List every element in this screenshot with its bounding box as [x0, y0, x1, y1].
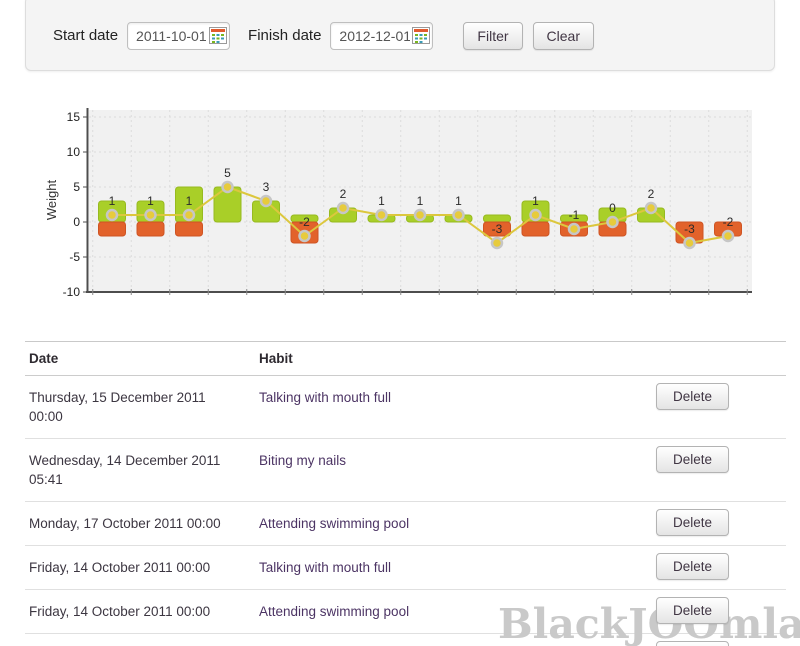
filter-button[interactable]: Filter — [463, 21, 523, 50]
habit-name: Talking with mouth full — [255, 633, 636, 646]
point-label: 1 — [109, 194, 116, 208]
point-label: 0 — [609, 201, 616, 215]
habit-name: Talking with mouth full — [255, 545, 636, 590]
line-marker — [259, 194, 273, 208]
point-label: -1 — [569, 208, 580, 222]
point-label: -2 — [299, 215, 310, 229]
y-tick-label: -5 — [69, 250, 80, 264]
habit-name: Attending swimming pool — [255, 589, 636, 634]
point-label: 5 — [224, 166, 231, 180]
point-label: 1 — [417, 194, 424, 208]
column-header-habit: Habit — [255, 341, 636, 376]
line-marker — [375, 208, 388, 222]
habit-date: Thursday, 13 October 2011 00:00 — [25, 633, 255, 646]
point-label: 1 — [147, 194, 154, 208]
weight-chart: 1 1 1 5 3 -2 2 1 1 1 -3 1 -1 0 2 -3 -2 15 10 5 0 -5 -10 Weight — [40, 104, 753, 300]
y-tick-label: 0 — [73, 215, 80, 229]
line-marker — [721, 229, 735, 243]
table-row: Friday, 14 October 2011 00:00 Talking wi… — [25, 545, 786, 590]
line-marker — [413, 208, 427, 222]
point-label: 2 — [340, 187, 347, 201]
bar-negative — [136, 221, 165, 237]
table-row: Thursday, 15 December 2011 00:00 Talking… — [25, 375, 786, 439]
y-tick-label: -10 — [63, 285, 81, 299]
start-date-field — [127, 21, 231, 50]
point-label: 1 — [532, 194, 539, 208]
y-axis-label: Weight — [44, 180, 59, 221]
line-marker — [490, 236, 504, 250]
bar-negative — [521, 221, 550, 237]
habit-date: Friday, 14 October 2011 00:00 — [25, 545, 255, 590]
finish-date-label: Finish date — [248, 27, 322, 44]
y-tick-label: 10 — [67, 145, 81, 159]
column-header-date: Date — [25, 341, 255, 376]
delete-button[interactable]: Delete — [655, 509, 729, 536]
point-label: 1 — [186, 194, 193, 208]
bar-negative — [98, 221, 126, 237]
point-label: -3 — [492, 222, 503, 236]
habit-date: Wednesday, 14 December 2011 05:41 — [25, 438, 255, 502]
line-marker — [529, 208, 542, 222]
y-tick-label: 5 — [73, 180, 80, 194]
line-marker — [221, 180, 234, 194]
line-marker — [683, 236, 696, 250]
bar-positive — [483, 214, 511, 223]
point-label: 1 — [378, 194, 385, 208]
line-marker — [336, 201, 350, 215]
line-marker — [567, 222, 581, 236]
delete-button[interactable]: Delete — [655, 446, 729, 473]
table-row: Monday, 17 October 2011 00:00 Attending … — [25, 501, 786, 546]
bar-negative — [175, 221, 203, 237]
filter-bar: Start date Finish date — [25, 0, 775, 71]
line-marker — [298, 229, 311, 243]
y-tick-label: 15 — [67, 110, 81, 124]
start-date-calendar-icon[interactable] — [209, 26, 228, 44]
habit-date: Thursday, 15 December 2011 00:00 — [25, 375, 255, 439]
point-label: -2 — [723, 215, 734, 229]
habit-date: Friday, 14 October 2011 00:00 — [25, 589, 255, 634]
line-marker — [182, 208, 196, 222]
table-row: Friday, 14 October 2011 00:00 Attending … — [25, 589, 786, 634]
habit-name: Attending swimming pool — [255, 501, 636, 546]
table-row: Wednesday, 14 December 2011 05:41 Biting… — [25, 438, 786, 502]
habit-date: Monday, 17 October 2011 00:00 — [25, 501, 255, 546]
point-label: 1 — [455, 194, 462, 208]
line-marker — [606, 215, 619, 229]
line-marker — [644, 201, 658, 215]
column-header-action — [636, 341, 786, 376]
delete-button[interactable]: Delete — [655, 383, 729, 410]
line-marker — [144, 208, 157, 222]
finish-date-field — [330, 21, 434, 50]
start-date-label: Start date — [53, 27, 119, 44]
habit-name: Biting my nails — [255, 438, 636, 502]
line-marker — [452, 208, 465, 222]
table-row: Thursday, 13 October 2011 00:00 Talking … — [25, 633, 786, 646]
delete-button[interactable]: Delete — [655, 553, 729, 580]
clear-button[interactable]: Clear — [532, 21, 595, 50]
point-label: 3 — [263, 180, 270, 194]
line-marker — [105, 208, 119, 222]
habits-table: Date Habit Thursday, 15 December 2011 00… — [25, 341, 786, 646]
table-header-row: Date Habit — [25, 341, 786, 376]
delete-button[interactable]: Delete — [655, 597, 729, 624]
habit-name: Talking with mouth full — [255, 375, 636, 439]
delete-button[interactable]: Delete — [655, 641, 729, 646]
bar-negative — [483, 221, 511, 237]
finish-date-calendar-icon[interactable] — [412, 26, 431, 44]
point-label: 2 — [648, 187, 655, 201]
point-label: -3 — [684, 222, 695, 236]
